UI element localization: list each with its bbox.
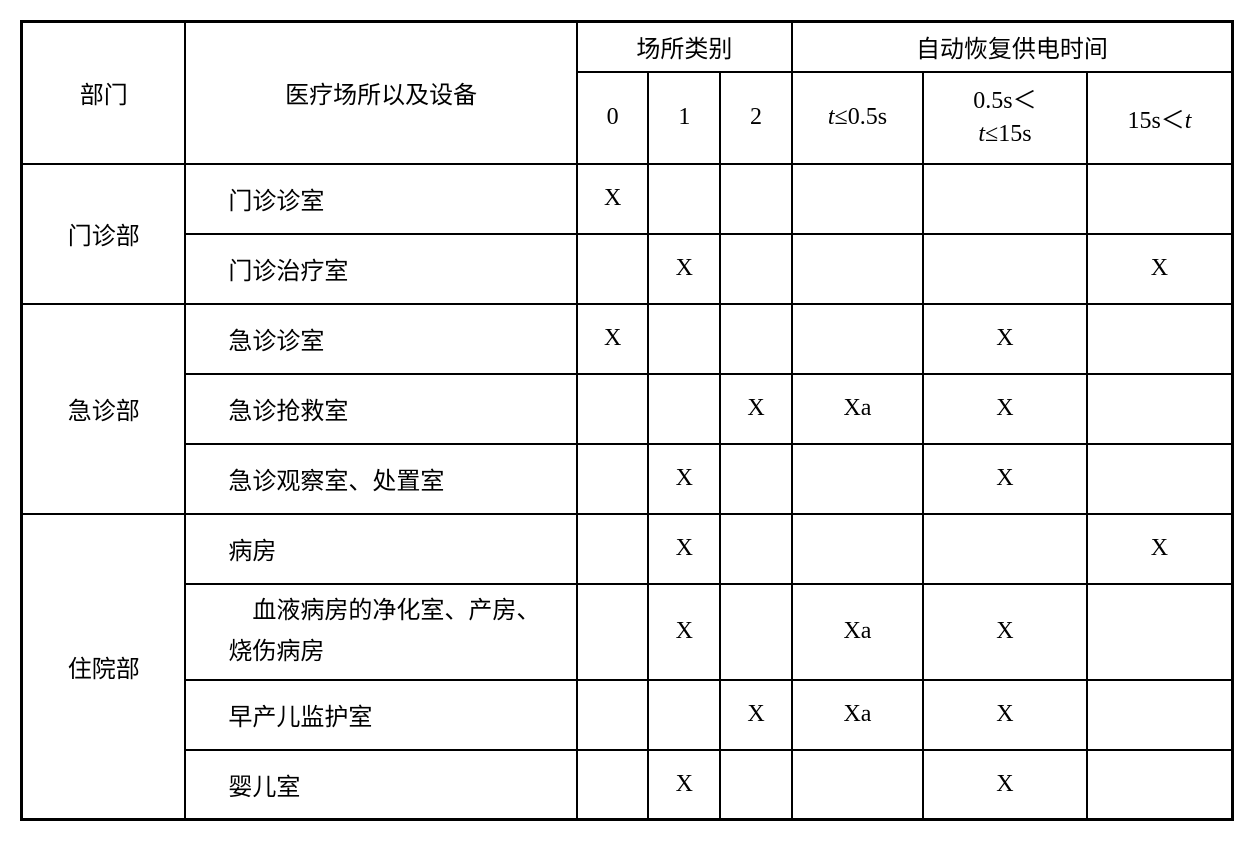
cell-tb: X [923, 584, 1087, 680]
cell-c2: X [720, 680, 792, 750]
cell-tc: X [1087, 514, 1233, 584]
header-venue-category: 场所类别 [577, 22, 792, 72]
table-row: 急诊部 急诊诊室 X X [22, 304, 1233, 374]
header-cat-1: 1 [648, 72, 720, 164]
header-time-c: 15s＜t [1087, 72, 1233, 164]
cell-c2 [720, 164, 792, 234]
venue-cell: 血液病房的净化室、产房、烧伤病房 [185, 584, 576, 680]
cell-ta: Xa [792, 584, 923, 680]
cell-c0 [577, 374, 649, 444]
cell-c0: X [577, 304, 649, 374]
cell-c1 [648, 680, 720, 750]
cell-c0 [577, 514, 649, 584]
cell-c0 [577, 234, 649, 304]
header-time-b: 0.5s＜ t≤15s [923, 72, 1087, 164]
cell-tb [923, 514, 1087, 584]
cell-c1: X [648, 750, 720, 820]
cell-c1 [648, 164, 720, 234]
cell-tc [1087, 374, 1233, 444]
venue-cell: 急诊诊室 [185, 304, 576, 374]
cell-tb: X [923, 750, 1087, 820]
table-row: 门诊治疗室 X X [22, 234, 1233, 304]
cell-ta [792, 514, 923, 584]
table-row: 血液病房的净化室、产房、烧伤病房 X Xa X [22, 584, 1233, 680]
cell-c2 [720, 514, 792, 584]
cell-ta [792, 164, 923, 234]
cell-c2 [720, 750, 792, 820]
cell-tc [1087, 680, 1233, 750]
cell-c2 [720, 584, 792, 680]
dept-emergency: 急诊部 [22, 304, 186, 514]
venue-cell: 早产儿监护室 [185, 680, 576, 750]
cell-tc [1087, 304, 1233, 374]
cell-c1: X [648, 514, 720, 584]
cell-tc [1087, 584, 1233, 680]
cell-c0 [577, 584, 649, 680]
cell-tb: X [923, 374, 1087, 444]
dept-outpatient: 门诊部 [22, 164, 186, 304]
header-cat-2: 2 [720, 72, 792, 164]
table-row: 急诊抢救室 X Xa X [22, 374, 1233, 444]
cell-tc [1087, 164, 1233, 234]
venue-cell: 病房 [185, 514, 576, 584]
table-row: 住院部 病房 X X [22, 514, 1233, 584]
cell-tb: X [923, 304, 1087, 374]
header-row-top: 部门 医疗场所以及设备 场所类别 自动恢复供电时间 [22, 22, 1233, 72]
venue-cell: 门诊治疗室 [185, 234, 576, 304]
table-row: 婴儿室 X X [22, 750, 1233, 820]
cell-tb: X [923, 680, 1087, 750]
cell-c0 [577, 444, 649, 514]
cell-ta: Xa [792, 374, 923, 444]
cell-c1: X [648, 444, 720, 514]
header-time-a: t≤0.5s [792, 72, 923, 164]
header-auto-recovery-time: 自动恢复供电时间 [792, 22, 1233, 72]
cell-tb [923, 164, 1087, 234]
cell-c2 [720, 304, 792, 374]
cell-tc [1087, 444, 1233, 514]
cell-ta [792, 750, 923, 820]
header-venue-equipment: 医疗场所以及设备 [185, 22, 576, 164]
cell-c2 [720, 234, 792, 304]
venue-cell: 婴儿室 [185, 750, 576, 820]
cell-c2 [720, 444, 792, 514]
cell-ta: Xa [792, 680, 923, 750]
venue-cell: 门诊诊室 [185, 164, 576, 234]
cell-ta [792, 234, 923, 304]
dept-inpatient: 住院部 [22, 514, 186, 820]
medical-venue-category-table: 部门 医疗场所以及设备 场所类别 自动恢复供电时间 0 1 2 t≤0.5s 0… [20, 20, 1234, 821]
cell-c1 [648, 304, 720, 374]
cell-ta [792, 444, 923, 514]
cell-tc [1087, 750, 1233, 820]
cell-tc: X [1087, 234, 1233, 304]
header-department: 部门 [22, 22, 186, 164]
header-cat-0: 0 [577, 72, 649, 164]
cell-tb: X [923, 444, 1087, 514]
cell-c0 [577, 680, 649, 750]
cell-ta [792, 304, 923, 374]
cell-c0: X [577, 164, 649, 234]
table-row: 急诊观察室、处置室 X X [22, 444, 1233, 514]
cell-c0 [577, 750, 649, 820]
venue-cell: 急诊抢救室 [185, 374, 576, 444]
venue-cell: 急诊观察室、处置室 [185, 444, 576, 514]
cell-c1: X [648, 584, 720, 680]
cell-c1 [648, 374, 720, 444]
table-row: 门诊部 门诊诊室 X [22, 164, 1233, 234]
cell-c2: X [720, 374, 792, 444]
cell-c1: X [648, 234, 720, 304]
table-row: 早产儿监护室 X Xa X [22, 680, 1233, 750]
cell-tb [923, 234, 1087, 304]
